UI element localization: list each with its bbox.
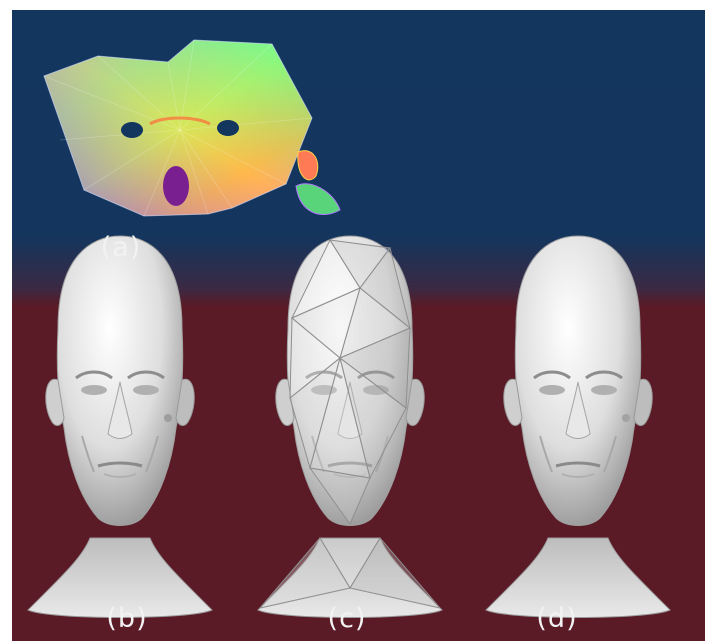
panel-a-uv-atlas xyxy=(43,39,341,217)
panel-label-d: (d) xyxy=(536,603,578,634)
panel-b-head-mesh xyxy=(26,234,214,619)
panel-c-head-mesh-faceted xyxy=(256,234,444,619)
panel-label-c: (c) xyxy=(327,603,367,634)
panel-label-a: (a) xyxy=(100,232,142,263)
panel-d-head-mesh xyxy=(484,234,672,619)
panel-label-b: (b) xyxy=(106,603,148,634)
